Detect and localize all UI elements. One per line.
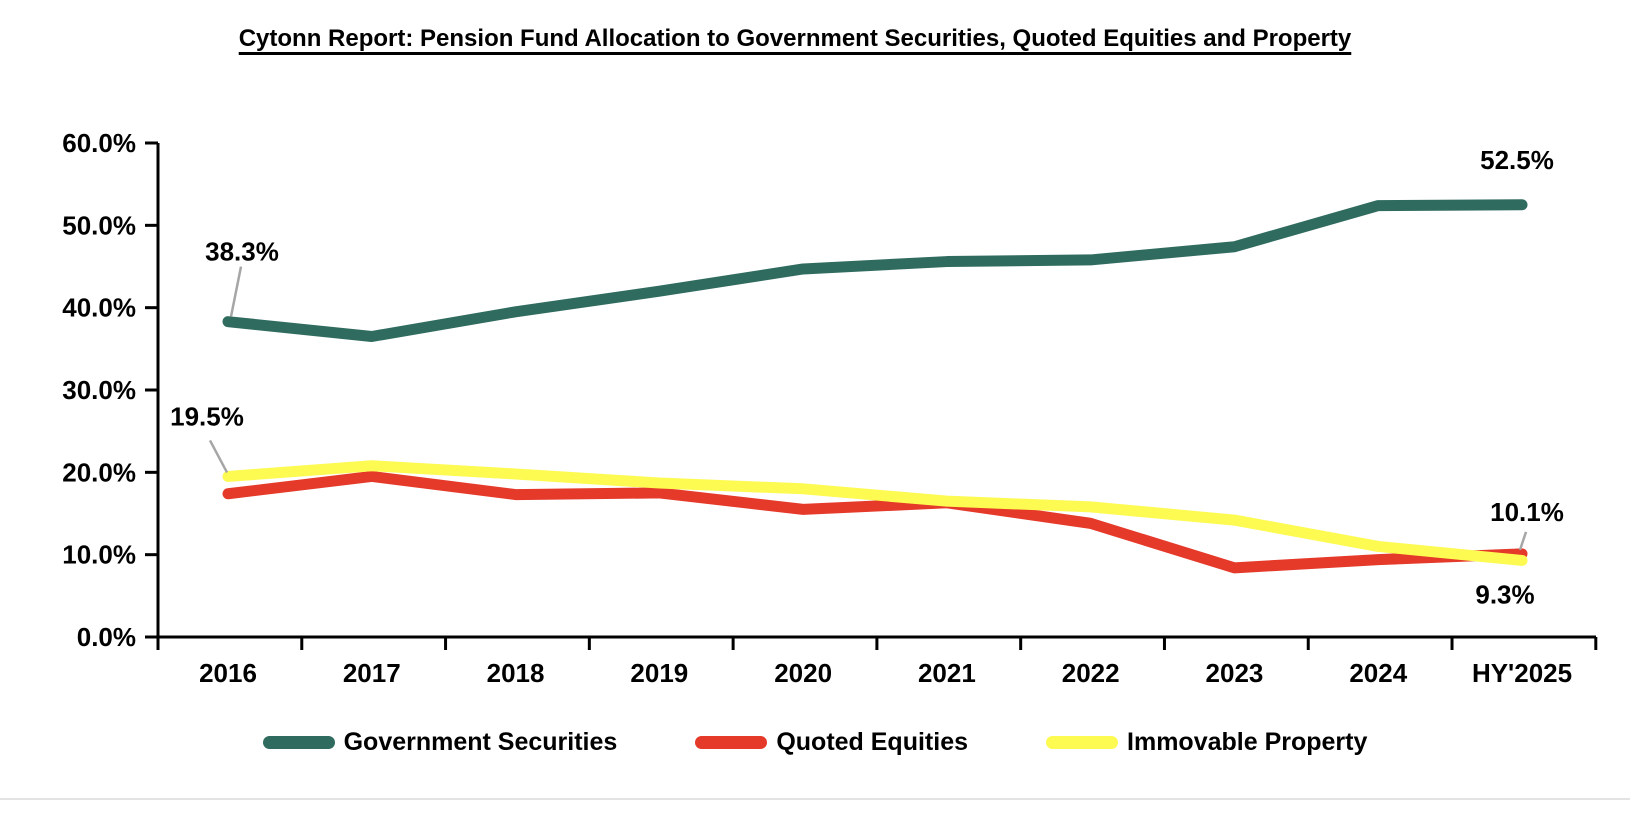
chart-title: Cytonn Report: Pension Fund Allocation t… xyxy=(238,25,1352,52)
x-axis-label: 2022 xyxy=(1062,658,1120,688)
x-axis-label: 2024 xyxy=(1349,658,1407,688)
annotation-leader-line xyxy=(229,266,243,317)
x-axis-label: 2020 xyxy=(774,658,832,688)
x-axis-label: 2023 xyxy=(1206,658,1264,688)
data-label: 19.5% xyxy=(170,401,244,431)
y-tick-label: 20.0% xyxy=(62,457,136,487)
y-tick-label: 50.0% xyxy=(62,210,136,240)
legend-item-quoted-equities: Quoted Equities xyxy=(695,728,968,757)
legend: Government Securities Quoted Equities Im… xyxy=(0,728,1630,757)
y-tick-label: 30.0% xyxy=(62,375,136,405)
series-line-government-securities xyxy=(222,199,1528,342)
x-axis-label: 2018 xyxy=(487,658,545,688)
legend-label: Government Securities xyxy=(343,728,618,756)
annotation-leader-line xyxy=(1518,531,1528,551)
legend-swatch-quoted-equities-icon xyxy=(695,736,768,749)
legend-item-government-securities: Government Securities xyxy=(262,728,618,757)
series-line-quoted-equities xyxy=(222,470,1528,574)
x-axis-label: 2017 xyxy=(343,658,401,688)
legend-label: Immovable Property xyxy=(1127,728,1368,756)
data-label: 9.3% xyxy=(1475,579,1534,609)
y-tick-label: 60.0% xyxy=(62,128,136,158)
legend-item-immovable-property: Immovable Property xyxy=(1046,728,1367,757)
x-axis-label: 2019 xyxy=(630,658,688,688)
y-tick-label: 0.0% xyxy=(77,622,136,652)
y-tick-label: 10.0% xyxy=(62,540,136,570)
data-label: 10.1% xyxy=(1490,497,1564,527)
data-label: 38.3% xyxy=(205,237,279,267)
bottom-divider xyxy=(0,798,1630,800)
x-axis-label: HY'2025 xyxy=(1472,658,1572,688)
legend-swatch-government-securities-icon xyxy=(262,736,335,749)
series-line-immovable-property xyxy=(222,460,1528,566)
x-axis-label: 2016 xyxy=(199,658,257,688)
annotation-leader-line xyxy=(208,439,229,474)
x-axis-label: 2021 xyxy=(918,658,976,688)
legend-swatch-immovable-property-icon xyxy=(1046,736,1119,749)
legend-label: Quoted Equities xyxy=(776,728,969,756)
data-label: 52.5% xyxy=(1480,145,1554,175)
y-tick-label: 40.0% xyxy=(62,293,136,323)
